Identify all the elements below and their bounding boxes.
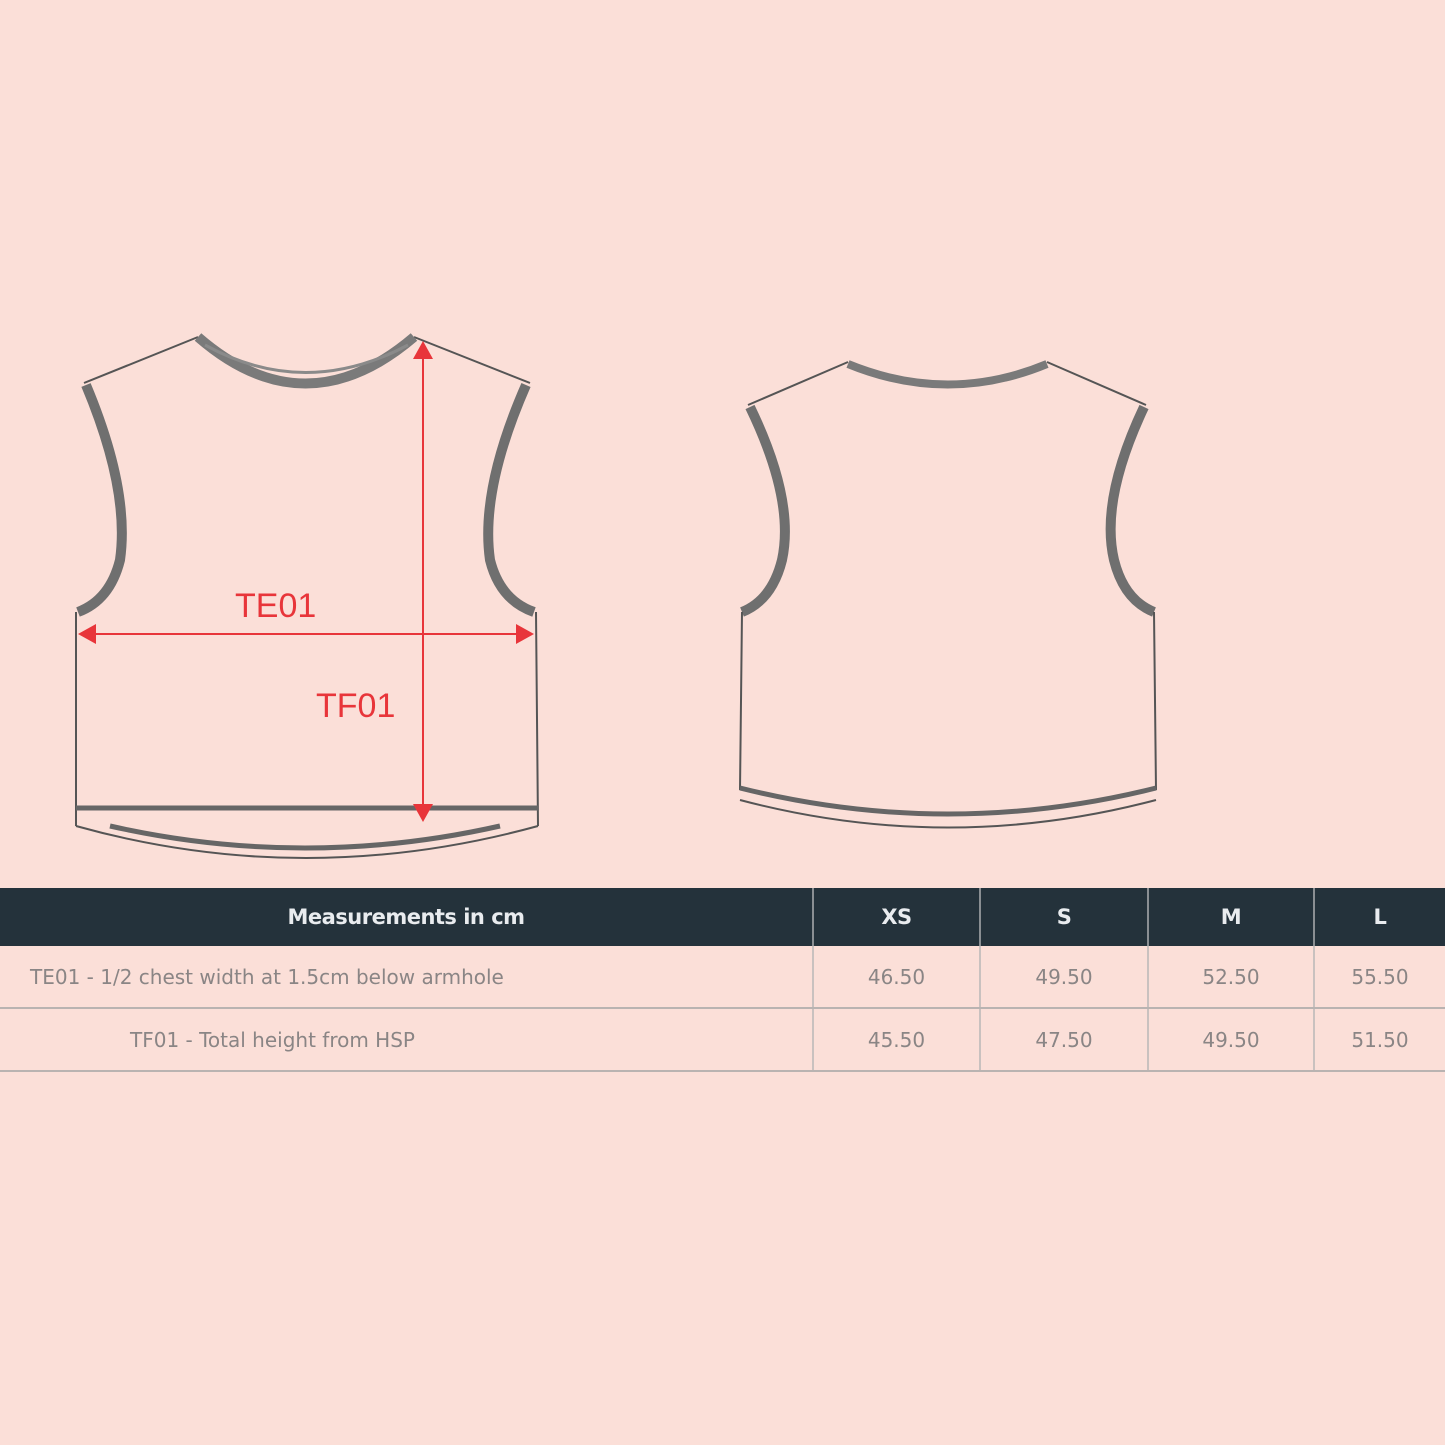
garment-diagrams: TE01 TF01	[75, 333, 1157, 859]
cell-value: 46.50	[812, 946, 980, 1009]
front-view-garment	[75, 333, 539, 859]
size-chart-table: Measurements in cm XS S M L TE01 - 1/2 c…	[0, 888, 1445, 1072]
header-size-m: M	[1147, 888, 1314, 946]
table-header-row: Measurements in cm XS S M L	[0, 888, 1445, 946]
cell-value: 49.50	[1147, 1008, 1314, 1072]
table-row: TF01 - Total height from HSP 45.50 47.50…	[0, 1008, 1445, 1072]
measurement-lines	[78, 341, 534, 822]
header-size-xs: XS	[812, 888, 980, 946]
cell-value: 51.50	[1313, 1008, 1445, 1072]
header-size-l: L	[1313, 888, 1445, 946]
header-size-s: S	[979, 888, 1148, 946]
header-measurements: Measurements in cm	[0, 888, 813, 946]
back-view-garment	[739, 360, 1157, 829]
cell-value: 55.50	[1313, 946, 1445, 1009]
row-label: TF01 - Total height from HSP	[0, 1008, 813, 1072]
cell-value: 52.50	[1147, 946, 1314, 1009]
tf01-label: TF01	[316, 687, 395, 725]
cell-value: 47.50	[979, 1008, 1148, 1072]
te01-label: TE01	[235, 587, 316, 625]
cell-value: 49.50	[979, 946, 1148, 1009]
cell-value: 45.50	[812, 1008, 980, 1072]
row-label: TE01 - 1/2 chest width at 1.5cm below ar…	[0, 946, 813, 1009]
table-row: TE01 - 1/2 chest width at 1.5cm below ar…	[0, 946, 1445, 1009]
